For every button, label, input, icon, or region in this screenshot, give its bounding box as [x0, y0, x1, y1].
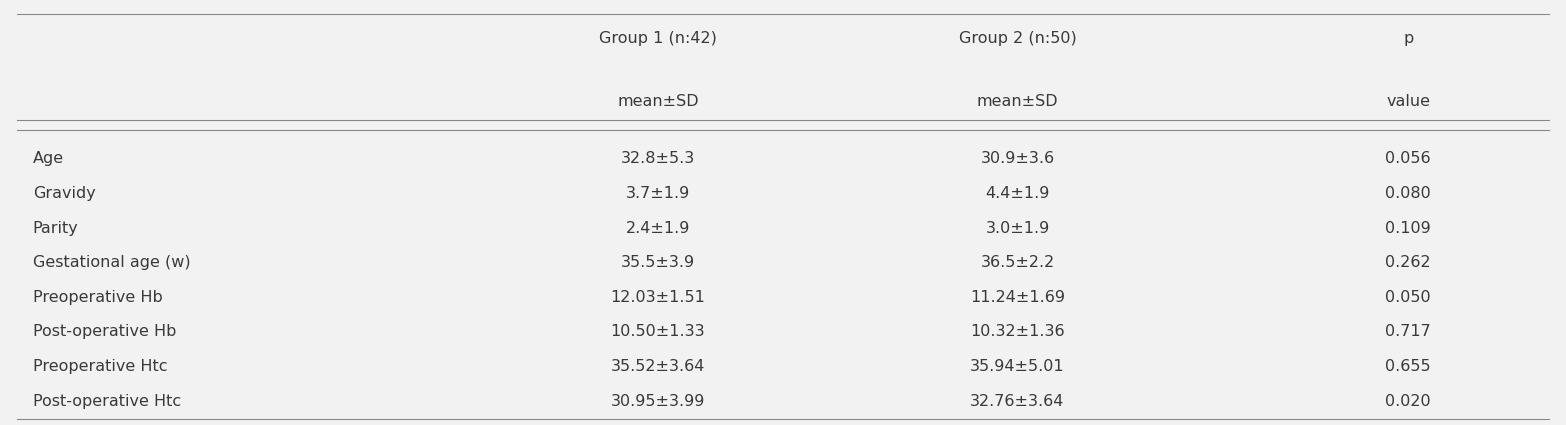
Text: 32.8±5.3: 32.8±5.3	[620, 151, 695, 166]
Text: 0.056: 0.056	[1386, 151, 1431, 166]
Text: 10.32±1.36: 10.32±1.36	[971, 324, 1065, 340]
Text: value: value	[1386, 94, 1430, 109]
Text: Post-operative Htc: Post-operative Htc	[33, 394, 180, 408]
Text: 0.080: 0.080	[1386, 186, 1431, 201]
Text: 0.717: 0.717	[1386, 324, 1431, 340]
Text: 10.50±1.33: 10.50±1.33	[611, 324, 705, 340]
Text: Preoperative Hb: Preoperative Hb	[33, 290, 163, 305]
Text: Parity: Parity	[33, 221, 78, 235]
Text: Post-operative Hb: Post-operative Hb	[33, 324, 175, 340]
Text: 0.050: 0.050	[1386, 290, 1431, 305]
Text: mean±SD: mean±SD	[617, 94, 698, 109]
Text: 0.109: 0.109	[1386, 221, 1431, 235]
Text: Gravidy: Gravidy	[33, 186, 96, 201]
Text: 3.7±1.9: 3.7±1.9	[626, 186, 691, 201]
Text: 35.5±3.9: 35.5±3.9	[620, 255, 695, 270]
Text: Group 2 (n:50): Group 2 (n:50)	[958, 31, 1076, 46]
Text: 35.94±5.01: 35.94±5.01	[971, 359, 1065, 374]
Text: 4.4±1.9: 4.4±1.9	[985, 186, 1049, 201]
Text: 30.9±3.6: 30.9±3.6	[980, 151, 1054, 166]
Text: p: p	[1403, 31, 1414, 46]
Text: Gestational age (w): Gestational age (w)	[33, 255, 191, 270]
Text: 35.52±3.64: 35.52±3.64	[611, 359, 705, 374]
Text: 36.5±2.2: 36.5±2.2	[980, 255, 1054, 270]
Text: 30.95±3.99: 30.95±3.99	[611, 394, 705, 408]
Text: 0.262: 0.262	[1386, 255, 1431, 270]
Text: Age: Age	[33, 151, 64, 166]
Text: 32.76±3.64: 32.76±3.64	[971, 394, 1065, 408]
Text: 2.4±1.9: 2.4±1.9	[626, 221, 691, 235]
Text: 11.24±1.69: 11.24±1.69	[969, 290, 1065, 305]
Text: 0.020: 0.020	[1386, 394, 1431, 408]
Text: 0.655: 0.655	[1386, 359, 1431, 374]
Text: Group 1 (n:42): Group 1 (n:42)	[600, 31, 717, 46]
Text: Preoperative Htc: Preoperative Htc	[33, 359, 168, 374]
Text: 12.03±1.51: 12.03±1.51	[611, 290, 705, 305]
Text: 3.0±1.9: 3.0±1.9	[985, 221, 1049, 235]
Text: mean±SD: mean±SD	[977, 94, 1059, 109]
